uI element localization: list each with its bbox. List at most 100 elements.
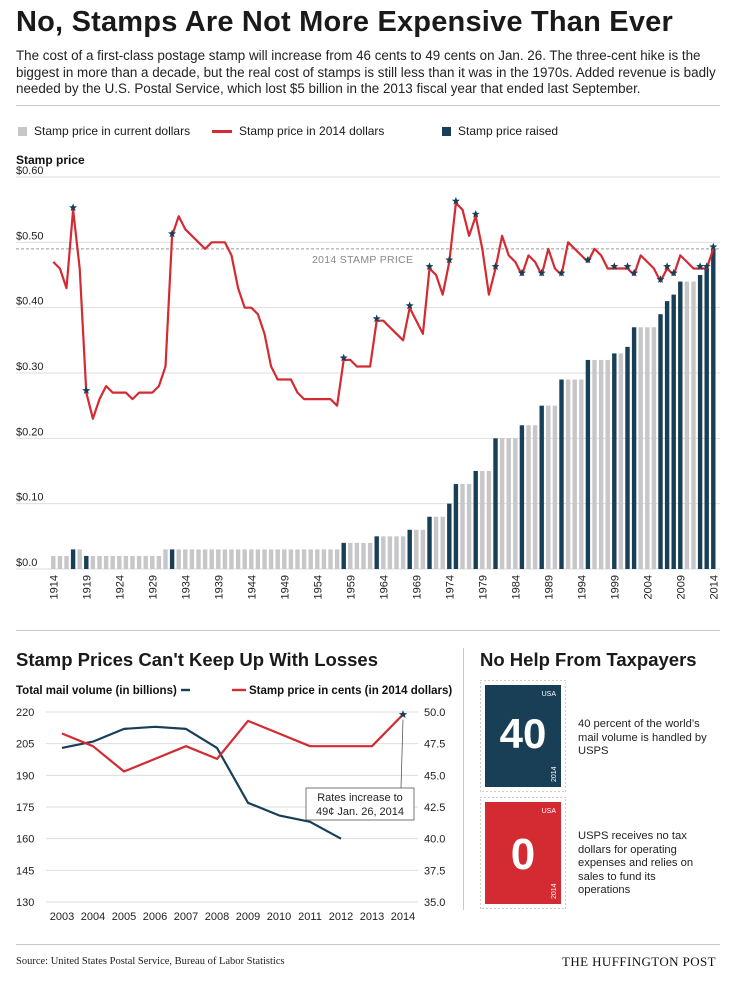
bar-1959: [348, 542, 353, 569]
bar-1953: [308, 549, 313, 569]
bar-1979: [480, 471, 485, 569]
bar-1987: [532, 425, 538, 569]
x-tick-label: 1949: [279, 575, 291, 599]
x-tick-label: 2011: [298, 911, 322, 923]
bar-1936: [196, 549, 201, 569]
legend-gray-swatch: [18, 127, 27, 137]
bar-1975: [453, 484, 459, 569]
raise-star-1958: [339, 353, 348, 362]
bar-1968: [407, 529, 412, 569]
x-tick-label: 1979: [477, 575, 489, 599]
x-tick-label: 1984: [510, 575, 522, 599]
bar-2008: [671, 294, 676, 569]
x-tick-label: 1929: [147, 575, 159, 599]
bar-1995: [585, 359, 591, 569]
right-y-tick-label: 50.0: [424, 707, 445, 719]
bar-1929: [150, 555, 155, 569]
bar-1961: [361, 542, 366, 569]
page-title: No, Stamps Are Not More Expensive Than E…: [16, 6, 673, 38]
bar-1915: [57, 555, 63, 569]
bar-1988: [539, 405, 544, 569]
losses-chart: Total mail volume (in billions) Stamp pr…: [16, 685, 452, 923]
raise-star-1974: [445, 255, 454, 264]
raise-star-1985: [517, 268, 526, 277]
y-tick-label: $0.20: [16, 426, 44, 438]
bar-1992: [565, 379, 571, 569]
bar-1919: [84, 555, 89, 569]
left-y-tick-label: 205: [16, 739, 34, 751]
right-y-tick-label: 37.5: [424, 865, 445, 877]
x-tick-label: 1919: [81, 575, 93, 599]
bar-1945: [255, 549, 261, 569]
bar-1974: [447, 503, 452, 569]
bar-1924: [117, 555, 122, 569]
annotation-box: [305, 787, 415, 821]
bar-1997: [598, 359, 604, 569]
raise-star-2007: [663, 262, 672, 270]
stamp-40-country: USA: [542, 691, 557, 698]
legend-real-label: Stamp price in 2014 dollars: [239, 124, 385, 138]
bar-1937: [202, 549, 208, 569]
y-tick-label: $0.50: [16, 230, 44, 242]
bar-1970: [420, 529, 426, 569]
bar-2010: [684, 281, 690, 569]
bar-1964: [381, 536, 386, 569]
x-tick-label: 2008: [205, 911, 229, 923]
bar-1969: [414, 529, 419, 569]
page-subtitle: The cost of a first-class postage stamp …: [16, 48, 716, 97]
legend-current-label: Stamp price in current dollars: [34, 124, 191, 138]
raise-star-1999: [610, 262, 619, 270]
stamp-price-chart: Stamp price $0.0 $0.10 $0.20 $0.30 $0.40 $0.5…: [16, 153, 720, 599]
left-y-tick-label: 160: [16, 834, 34, 846]
legend-raised: Stamp price raised: [442, 124, 558, 138]
raise-star-2002: [630, 268, 639, 277]
legend-current: Stamp price in current dollars: [18, 124, 190, 138]
left-y-tick-label: 220: [16, 707, 34, 719]
bar-1976: [460, 484, 465, 569]
bar-1934: [183, 549, 188, 569]
left-axis-legend: Total mail volume (in billions): [16, 685, 177, 697]
bar-1962: [367, 542, 373, 569]
bar-1965: [387, 536, 393, 569]
bar-1990: [552, 405, 558, 569]
annotation-line1: Rates increase to: [317, 792, 403, 804]
y-tick-label: $0.10: [16, 492, 44, 504]
raise-star-2008: [669, 268, 678, 277]
bar-1998: [605, 359, 610, 569]
bar-1949: [282, 549, 287, 569]
raise-star-2001: [623, 262, 632, 270]
bar-1940: [222, 549, 228, 569]
bar-2000: [618, 353, 624, 569]
bar-1981: [493, 438, 498, 569]
x-tick-label: 2006: [143, 911, 167, 923]
bar-1993: [572, 379, 577, 569]
footer-source: Source: United States Postal Service, Bu…: [16, 956, 285, 967]
x-tick-label: 1934: [180, 575, 192, 599]
bar-1939: [216, 549, 221, 569]
x-tick-label: 1939: [213, 575, 225, 599]
bar-1916: [64, 555, 69, 569]
x-tick-label: 2009: [236, 911, 260, 923]
annotation-pointer: [400, 719, 404, 789]
bar-2009: [678, 281, 683, 569]
bar-1932: [169, 549, 175, 569]
chart1-axis-title: Stamp price: [16, 153, 85, 167]
left-y-tick-label: 190: [16, 770, 34, 782]
bar-2013: [704, 268, 709, 569]
stamp-40-year: 2014: [551, 766, 558, 782]
bar-1955: [321, 549, 327, 569]
divider-vertical: [463, 648, 464, 910]
bar-1944: [249, 549, 254, 569]
raise-star-1968: [405, 301, 414, 310]
bar-1956: [328, 549, 333, 569]
raise-star-1975: [451, 196, 460, 205]
x-tick-label: 1944: [246, 575, 258, 599]
bar-1947: [268, 549, 274, 569]
footer-brand: THE HUFFINGTON POST: [562, 954, 716, 969]
raise-star-2014: [709, 242, 718, 251]
bar-1917: [70, 549, 76, 569]
bar-1985: [519, 425, 525, 569]
bar-2001: [625, 346, 630, 569]
bar-2012: [697, 275, 703, 569]
bar-1926: [130, 555, 135, 569]
